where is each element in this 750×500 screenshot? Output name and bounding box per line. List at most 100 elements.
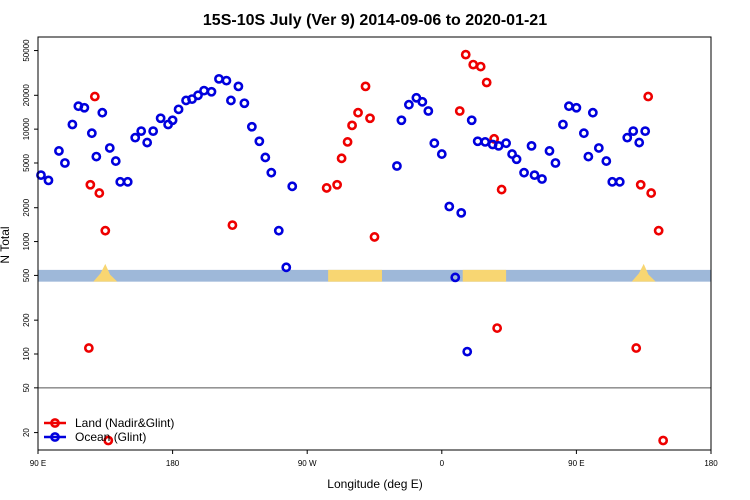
y-tick-label: 5000 <box>22 154 31 172</box>
ocean-point <box>529 170 540 181</box>
ocean-point <box>233 81 244 92</box>
land-point <box>492 323 503 333</box>
ocean-point <box>429 138 440 149</box>
data-points <box>36 49 669 446</box>
ocean-point <box>550 158 561 168</box>
ocean-point <box>91 151 102 162</box>
ocean-point <box>634 137 645 148</box>
land-point <box>100 225 111 236</box>
land-point <box>103 435 114 446</box>
ocean-point <box>450 272 461 283</box>
ocean-point <box>444 201 455 212</box>
ocean-point <box>199 85 209 96</box>
plot-frame <box>37 36 712 451</box>
ocean-point <box>281 262 292 273</box>
ocean-point <box>519 167 529 178</box>
ocean-point <box>246 121 257 132</box>
y-tick-label: 200 <box>22 313 31 327</box>
y-tick-label: 10000 <box>22 117 31 140</box>
ocean-point <box>142 137 153 148</box>
land-point <box>643 91 654 102</box>
ocean-point <box>436 149 447 159</box>
ocean-point <box>537 174 547 184</box>
x-axis-label: Longitude (deg E) <box>327 477 422 491</box>
land-point <box>658 435 669 446</box>
ocean-point <box>254 136 265 147</box>
ocean-point <box>403 99 414 110</box>
land-point <box>631 343 642 353</box>
ocean-point <box>456 207 467 218</box>
ocean-point <box>511 154 522 165</box>
legend-label: Land (Nadir&Glint) <box>75 416 174 430</box>
ocean-point <box>60 158 70 168</box>
ocean-point <box>501 138 512 149</box>
land-bump <box>93 263 118 282</box>
ocean-point <box>110 156 121 166</box>
ocean-point <box>607 176 618 187</box>
ocean-point <box>266 167 277 178</box>
x-tick-label: 180 <box>166 459 180 468</box>
land-point <box>481 77 492 88</box>
y-tick-label: 50 <box>22 383 31 392</box>
land-point <box>332 179 343 190</box>
chart-title: 15S-10S July (Ver 9) 2014-09-06 to 2020-… <box>203 12 547 29</box>
ocean-point <box>601 156 612 166</box>
ocean-point <box>155 113 166 124</box>
ocean-point <box>130 132 141 143</box>
ocean-point <box>583 151 594 162</box>
ocean-point <box>571 102 582 113</box>
land-point <box>653 225 664 236</box>
y-tick-label: 100 <box>22 347 31 361</box>
land-point <box>227 220 238 231</box>
ocean-point <box>214 73 224 84</box>
y-tick-label: 500 <box>22 268 31 282</box>
land-point <box>83 343 94 353</box>
land-segment <box>328 269 382 282</box>
legend-marker <box>50 418 60 428</box>
ocean-point <box>564 101 574 112</box>
x-tick-label: 90 E <box>568 459 584 468</box>
ocean-point <box>136 126 147 137</box>
x-tick-label: 90 E <box>30 459 46 468</box>
x-tick-label: 0 <box>440 459 445 468</box>
ocean-point <box>221 75 232 86</box>
land-point <box>496 184 507 195</box>
ocean-point <box>622 132 633 143</box>
legend: Land (Nadir&Glint)Ocean (Glint) <box>44 416 174 444</box>
ocean-point <box>526 140 537 151</box>
ocean-point <box>396 115 407 126</box>
ocean-point <box>558 119 568 130</box>
land-point <box>94 188 105 198</box>
y-tick-label: 50000 <box>22 39 31 62</box>
y-tick-label: 20000 <box>22 84 31 107</box>
ocean-point <box>287 181 298 192</box>
legend-label: Ocean (Glint) <box>75 430 146 444</box>
ocean-point <box>466 115 477 126</box>
land-point <box>347 120 357 131</box>
ocean-point <box>423 106 434 116</box>
land-point <box>454 106 465 116</box>
ocean-point <box>472 136 483 147</box>
axis-ticks: 90 E 180 90 W 0 90 E 180 20 50 100 200 500 1000 2000… <box>22 39 718 468</box>
land-point <box>85 179 96 190</box>
y-tick-label: 1000 <box>22 232 31 250</box>
land-point <box>89 91 100 102</box>
legend-marker <box>50 432 60 442</box>
ocean-point <box>86 128 97 139</box>
ocean-point <box>79 102 90 113</box>
ocean-point <box>417 96 428 107</box>
land-point <box>475 61 486 72</box>
ocean-point <box>67 119 78 130</box>
ocean-point <box>462 346 473 357</box>
x-tick-label: 90 W <box>298 459 317 468</box>
ocean-point <box>493 140 504 151</box>
land-point <box>321 183 332 193</box>
land-point <box>468 59 479 70</box>
ocean-point <box>480 137 491 147</box>
ocean-point <box>104 143 115 153</box>
ocean-point <box>640 126 651 137</box>
land-point <box>369 232 380 242</box>
land-point <box>342 137 353 147</box>
y-axis-label: N Total <box>0 226 12 263</box>
